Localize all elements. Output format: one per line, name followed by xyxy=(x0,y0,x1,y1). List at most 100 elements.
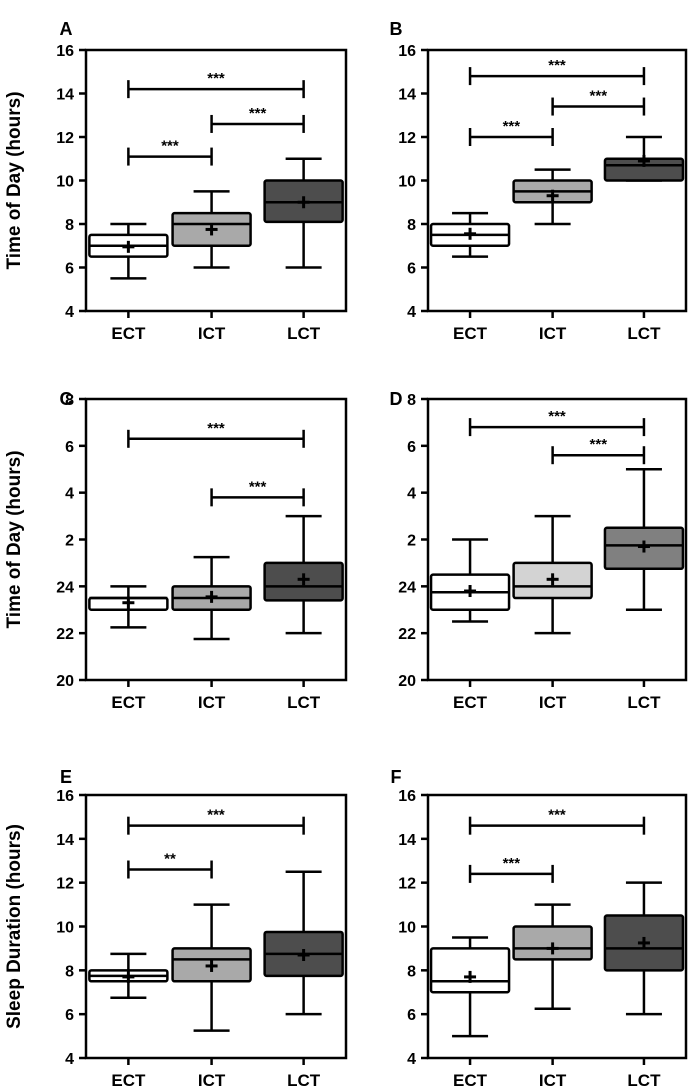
significance-label: *** xyxy=(590,88,608,105)
x-tick-label: ICT xyxy=(198,324,226,343)
y-tick-label: 12 xyxy=(398,876,416,893)
box-ict xyxy=(171,555,252,641)
y-tick-label: 12 xyxy=(398,130,416,147)
panel-letter: E xyxy=(60,767,72,787)
significance-bracket: *** xyxy=(551,88,646,116)
y-tick-label: 16 xyxy=(398,788,416,805)
y-tick-label: 10 xyxy=(56,174,74,191)
box-lct xyxy=(603,135,685,182)
y-tick-label: 2 xyxy=(65,533,74,550)
significance-label: *** xyxy=(207,70,225,87)
y-tick-label: 14 xyxy=(56,832,74,849)
box-ict xyxy=(171,190,252,269)
y-tick-label: 8 xyxy=(65,392,74,409)
significance-label: *** xyxy=(503,118,521,135)
box-ict xyxy=(171,903,252,1032)
box-ect xyxy=(429,211,511,258)
y-tick-label: 20 xyxy=(398,673,416,690)
y-tick-label: 6 xyxy=(65,261,74,278)
y-tick-label: 16 xyxy=(56,43,74,60)
y-tick-label: 2 xyxy=(407,533,416,550)
y-tick-label: 22 xyxy=(56,626,74,643)
x-tick-label: ECT xyxy=(453,1071,488,1089)
x-tick-label: ICT xyxy=(539,1071,567,1089)
significance-label: *** xyxy=(161,138,179,155)
significance-label: ** xyxy=(164,851,176,868)
plot-frame xyxy=(84,793,348,1060)
y-tick-label: 12 xyxy=(56,876,74,893)
significance-bracket: *** xyxy=(468,807,646,835)
box-ict xyxy=(512,514,593,635)
y-tick-label: 8 xyxy=(407,217,416,234)
box-lct xyxy=(263,870,344,1016)
panel-letter: F xyxy=(391,767,402,787)
box-ict xyxy=(512,903,593,1010)
x-tick-label: ICT xyxy=(539,693,567,712)
x-tick-label: LCT xyxy=(287,324,321,343)
x-tick-label: ICT xyxy=(539,324,567,343)
box-lct xyxy=(603,468,685,611)
y-tick-label: 24 xyxy=(56,579,74,596)
significance-bracket: *** xyxy=(127,138,213,166)
panel-letter: C xyxy=(60,389,73,409)
box-ect xyxy=(88,585,169,629)
y-tick-label: 8 xyxy=(407,963,416,980)
x-tick-label: ECT xyxy=(111,324,146,343)
box-lct xyxy=(263,157,344,269)
significance-label: *** xyxy=(503,855,521,872)
box-ect xyxy=(429,936,511,1038)
significance-bracket: *** xyxy=(127,420,305,448)
panel-letter: D xyxy=(390,389,403,409)
x-tick-label: LCT xyxy=(287,1071,321,1089)
y-tick-label: 14 xyxy=(398,832,416,849)
y-tick-label: 10 xyxy=(398,920,416,937)
box-lct xyxy=(603,881,685,1016)
y-tick-label: 10 xyxy=(56,920,74,937)
x-tick-label: LCT xyxy=(627,693,661,712)
significance-bracket: *** xyxy=(468,408,646,437)
significance-bracket: *** xyxy=(127,70,305,99)
box-ict xyxy=(512,168,593,226)
x-tick-label: ECT xyxy=(111,1071,146,1089)
significance-label: *** xyxy=(548,408,566,425)
x-tick-label: ECT xyxy=(453,324,488,343)
significance-label: *** xyxy=(249,478,267,495)
box-ect xyxy=(429,538,511,623)
y-axis-label: Sleep Duration (hours) xyxy=(4,824,25,1029)
significance-label: *** xyxy=(548,57,566,74)
y-tick-label: 6 xyxy=(65,439,74,456)
y-tick-label: 6 xyxy=(407,1007,416,1024)
x-tick-label: ECT xyxy=(111,693,146,712)
y-tick-label: 16 xyxy=(398,43,416,60)
significance-label: *** xyxy=(207,807,225,824)
y-tick-label: 8 xyxy=(65,963,74,980)
y-tick-label: 8 xyxy=(407,392,416,409)
y-tick-label: 4 xyxy=(407,486,416,503)
box-lct xyxy=(263,514,344,635)
significance-bracket: *** xyxy=(551,436,646,465)
y-tick-label: 14 xyxy=(56,87,74,104)
y-tick-label: 14 xyxy=(398,87,416,104)
y-tick-label: 4 xyxy=(407,1051,416,1068)
y-tick-label: 6 xyxy=(407,261,416,278)
y-tick-label: 16 xyxy=(56,788,74,805)
y-tick-label: 12 xyxy=(56,130,74,147)
significance-label: *** xyxy=(590,436,608,453)
x-tick-label: ICT xyxy=(198,693,226,712)
panel-letter: A xyxy=(60,19,73,39)
significance-bracket: *** xyxy=(210,478,305,507)
y-tick-label: 8 xyxy=(65,217,74,234)
y-tick-label: 4 xyxy=(65,486,74,503)
y-tick-label: 10 xyxy=(398,174,416,191)
significance-label: *** xyxy=(249,105,267,122)
x-tick-label: LCT xyxy=(627,1071,661,1089)
significance-bracket: *** xyxy=(468,118,554,146)
y-tick-label: 6 xyxy=(65,1007,74,1024)
panel-b: B 4 6 8 10 12 14 16 ECT ICT LCT *** *** *** xyxy=(390,19,688,343)
y-axis-label: Time of Day (hours) xyxy=(4,91,25,269)
significance-bracket: ** xyxy=(127,851,213,879)
x-tick-label: ICT xyxy=(198,1071,226,1089)
